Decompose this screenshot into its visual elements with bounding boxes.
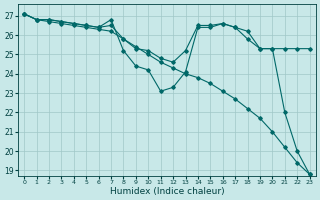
X-axis label: Humidex (Indice chaleur): Humidex (Indice chaleur) xyxy=(109,187,224,196)
